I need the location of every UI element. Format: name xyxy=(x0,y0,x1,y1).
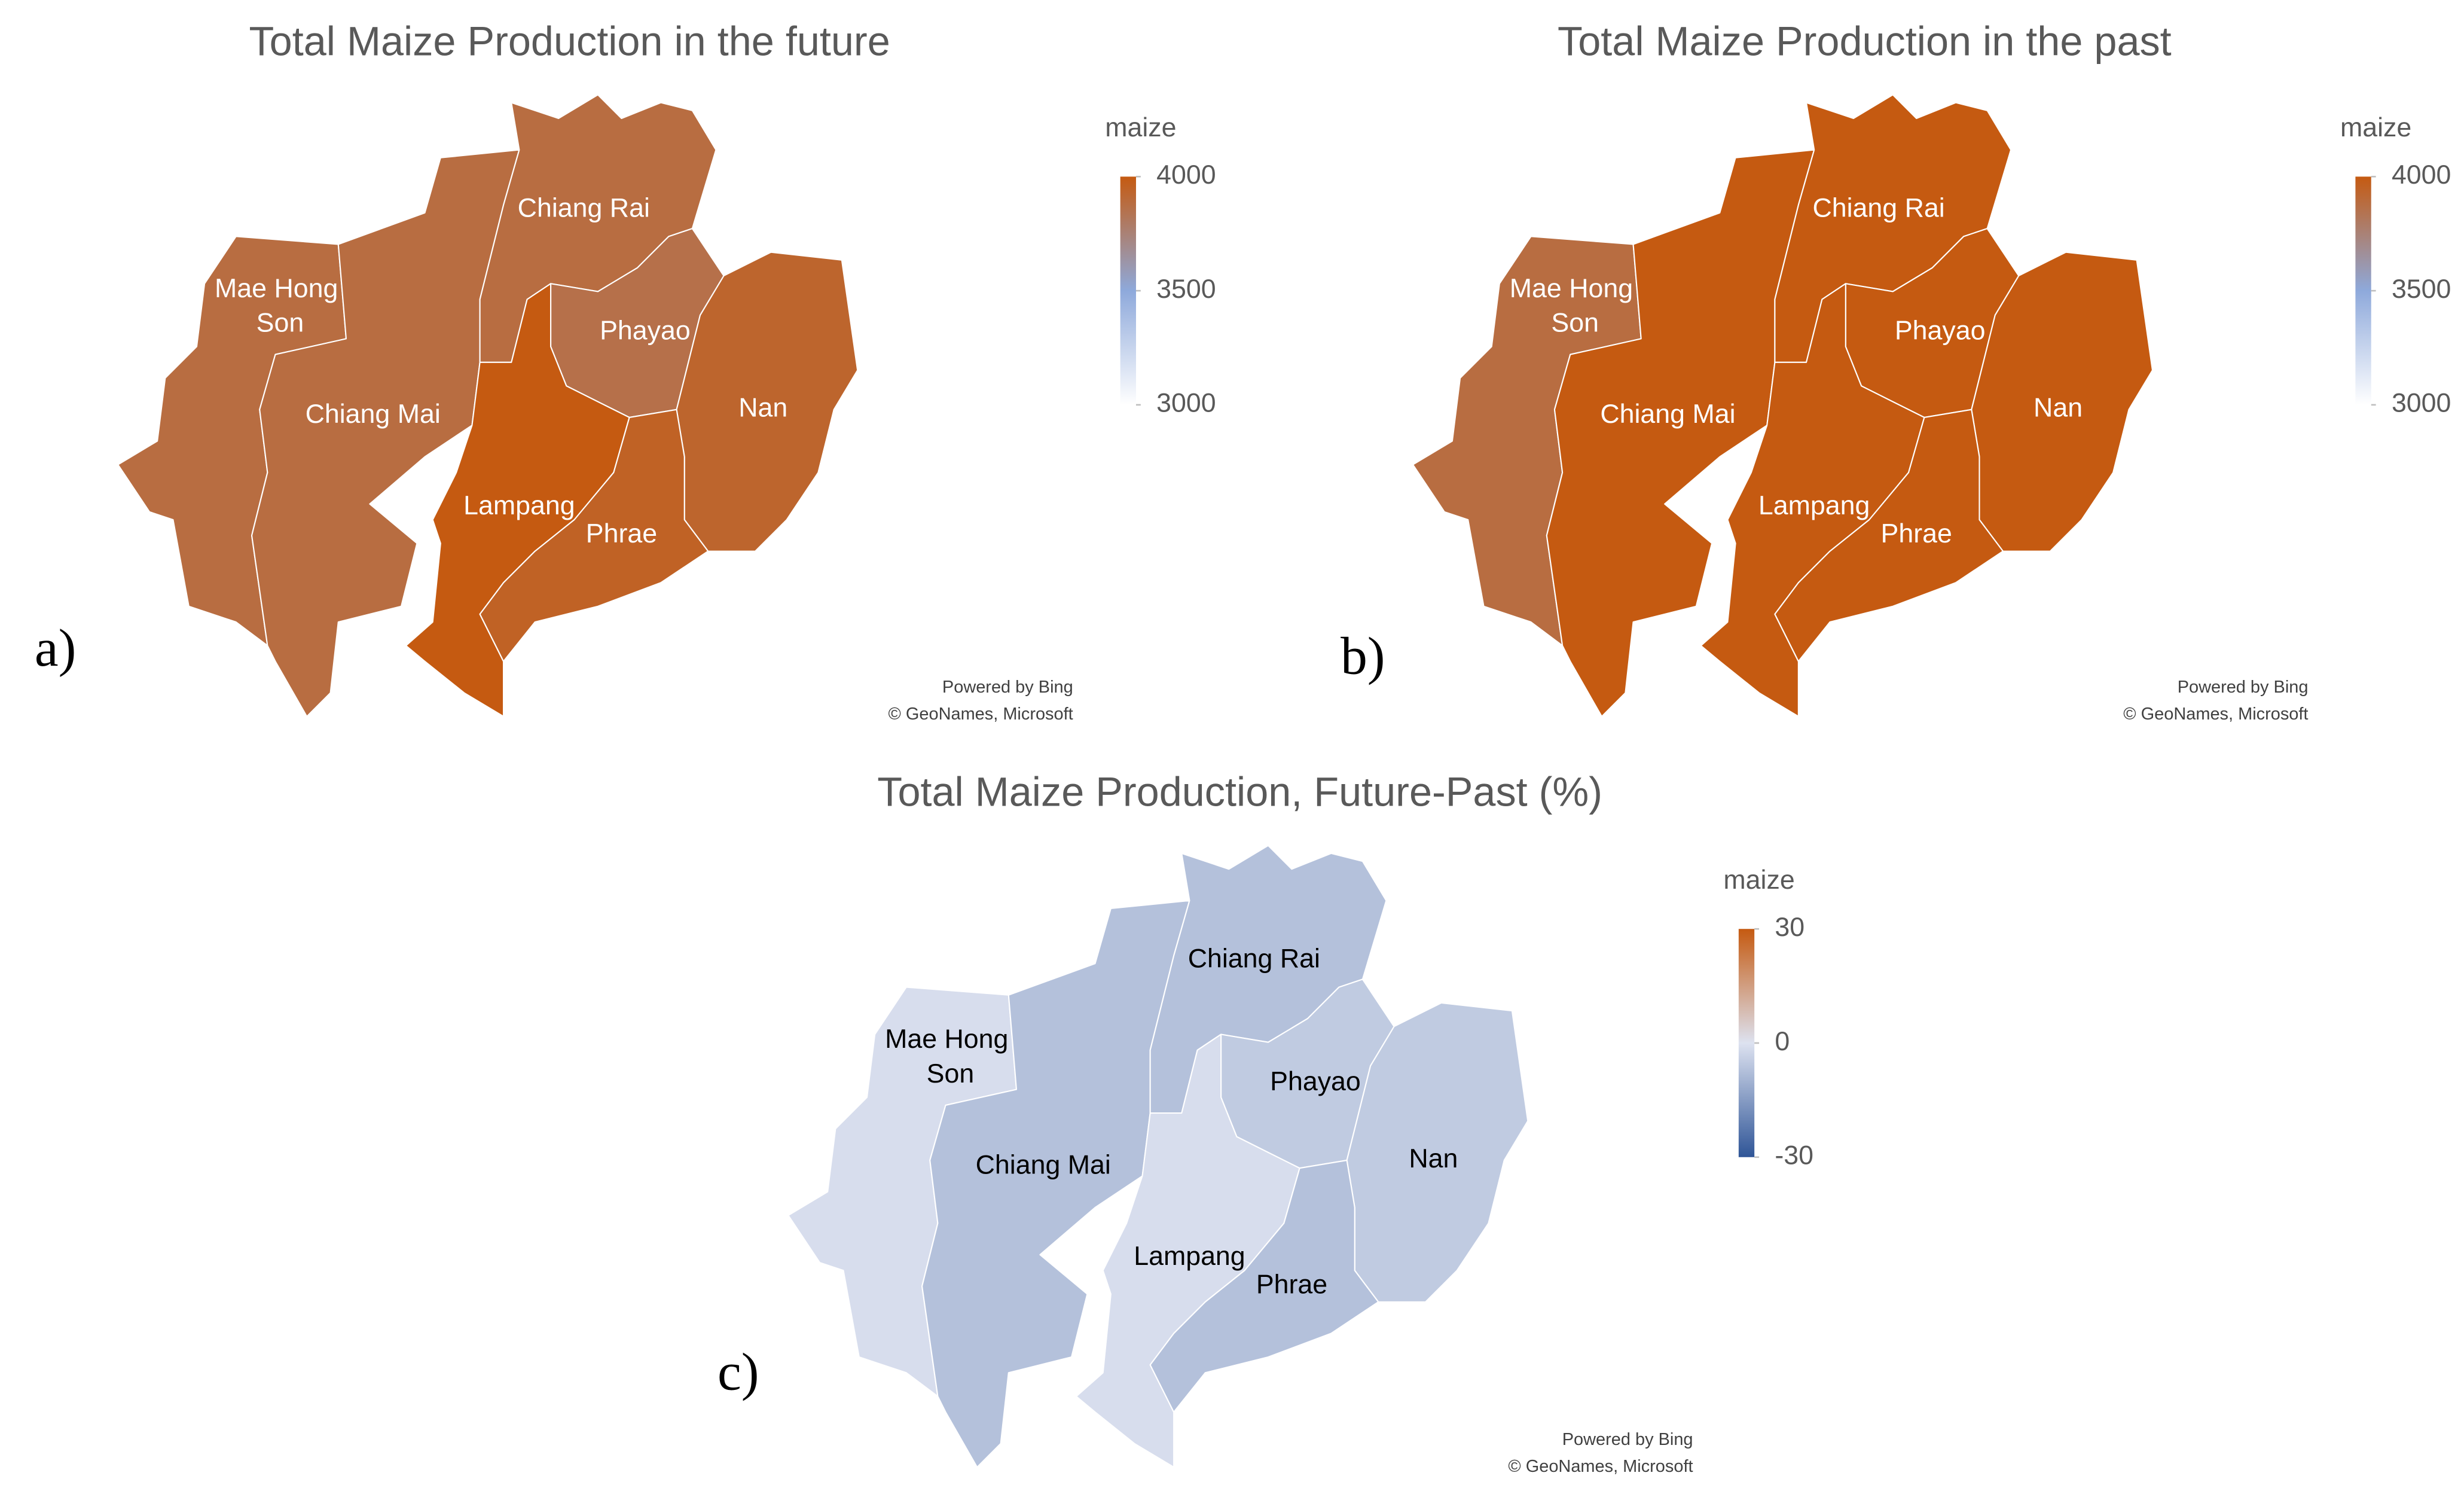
province-label: Mae Hong Son xyxy=(885,1024,1016,1088)
province-label: Phayao xyxy=(1270,1067,1361,1096)
province-label: Phrae xyxy=(1256,1270,1327,1299)
province-label: Mae Hong Son xyxy=(1510,274,1641,338)
attribution: Powered by Bing xyxy=(2178,678,2309,697)
legend-title: maize xyxy=(2340,113,2411,142)
province xyxy=(1149,1159,1379,1413)
province-label: Lampang xyxy=(1758,491,1870,520)
legend-title: maize xyxy=(1723,865,1794,895)
legend-bar xyxy=(2355,176,2371,405)
panel-label: b) xyxy=(1341,626,1385,685)
panel-label: c) xyxy=(717,1343,759,1402)
panel-label: a) xyxy=(35,618,77,678)
attribution: © GeoNames, Microsoft xyxy=(888,705,1073,724)
legend-tick-label: 3500 xyxy=(2392,275,2451,304)
province-label: Phrae xyxy=(586,519,657,548)
legend-tick-label: 30 xyxy=(1775,913,1805,942)
province-label: Phayao xyxy=(1895,316,1986,346)
province-label: Phrae xyxy=(1881,519,1952,548)
province-label: Chiang Mai xyxy=(1600,400,1735,429)
province-label: Lampang xyxy=(463,491,575,520)
attribution: © GeoNames, Microsoft xyxy=(1508,1457,1693,1476)
province-label: Nan xyxy=(1409,1144,1458,1173)
province xyxy=(1774,408,2004,662)
province-label: Phayao xyxy=(600,316,691,346)
legend-title: maize xyxy=(1105,113,1176,142)
province-label: Chiang Mai xyxy=(976,1150,1111,1179)
province xyxy=(1700,283,1925,718)
province-label: Nan xyxy=(738,394,787,423)
legend-tick-label: 3500 xyxy=(1156,275,1216,304)
province-label: Chiang Mai xyxy=(306,400,441,429)
map-title: Total Maize Production, Future-Past (%) xyxy=(877,770,1602,815)
legend-tick-label: 0 xyxy=(1775,1027,1790,1056)
province-label: Lampang xyxy=(1134,1242,1245,1271)
province-label: Chiang Rai xyxy=(1188,944,1320,974)
attribution: Powered by Bing xyxy=(942,678,1073,697)
attribution: Powered by Bing xyxy=(1562,1430,1693,1449)
province-label: Chiang Rai xyxy=(518,193,650,222)
legend-tick-label: 3000 xyxy=(2392,389,2451,418)
province-label: Chiang Rai xyxy=(1812,193,1944,222)
province xyxy=(1075,1033,1300,1468)
legend-bar xyxy=(1120,176,1136,405)
map-title: Total Maize Production in the past xyxy=(1558,19,2172,64)
province-label: Mae Hong Son xyxy=(215,274,346,338)
legend-tick-label: -30 xyxy=(1775,1141,1813,1170)
province-label: Nan xyxy=(2034,394,2083,423)
legend-tick-label: 4000 xyxy=(1156,160,1216,190)
province xyxy=(479,408,709,662)
legend-tick-label: 3000 xyxy=(1156,389,1216,418)
legend-tick-label: 4000 xyxy=(2392,160,2451,190)
map-title: Total Maize Production in the future xyxy=(249,19,890,64)
attribution: © GeoNames, Microsoft xyxy=(2123,705,2308,724)
province xyxy=(405,283,630,718)
legend-bar xyxy=(1738,929,1755,1157)
